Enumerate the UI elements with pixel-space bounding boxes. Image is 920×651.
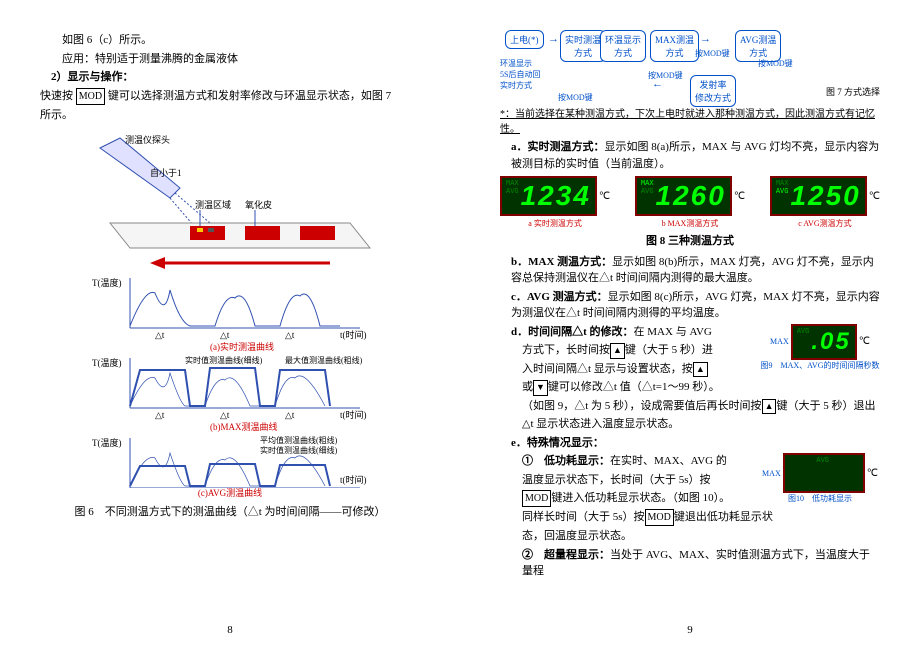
fig6-caption: 图 6 不同测温方式下的测温曲线（△t 为时间间隔——可修改）	[40, 504, 420, 521]
svg-text:△t: △t	[285, 330, 295, 340]
page-number: 9	[687, 624, 693, 636]
item-b: b．MAX 测温方式：显示如图 8(b)所示，MAX 灯亮，AVG 灯不亮，显示…	[511, 254, 880, 287]
figure-9: MAX AVG.05 ℃ 图9 MAX、AVG的时间间隔秒数	[760, 324, 880, 371]
item-e: e．特殊情况显示：	[511, 435, 880, 452]
svg-text:△t: △t	[220, 410, 230, 420]
svg-text:实时值测温曲线(细线): 实时值测温曲线(细线)	[260, 445, 338, 455]
svg-text:t(时间): t(时间)	[340, 329, 367, 340]
text: 快速按 MOD 键可以选择测温方式和发射率修改与环温显示状态，如图 7	[40, 88, 420, 105]
svg-text:△t: △t	[155, 330, 165, 340]
text: 应用：特别适于测量沸腾的金属液体	[40, 51, 420, 68]
svg-text:t(时间): t(时间)	[340, 474, 367, 485]
item-e2: ② 超量程显示：当处于 AVG、MAX、实时值测温方式下，当温度大于量程	[522, 547, 880, 580]
mod-key-label: MOD	[76, 88, 105, 105]
figure-8-lcds: MAXAVG1234 ℃ a 实时测温方式 MAXAVG1260 ℃ b MAX…	[500, 176, 880, 229]
item-c: c．AVG 测温方式：显示如图 8(c)所示，AVG 灯亮，MAX 灯不亮，显示…	[511, 289, 880, 322]
note-star: *：当前选择在某种测温方式，下次上电时就进入那种测温方式，因此测温方式有记忆性。	[500, 107, 880, 137]
svg-text:T(温度): T(温度)	[92, 277, 122, 288]
svg-text:测温仪探头: 测温仪探头	[125, 134, 170, 145]
svg-text:最大值测温曲线(粗线): 最大值测温曲线(粗线)	[285, 355, 363, 365]
page-right: 上电(*) → 实时测温 方式 → 按MOD键 MAX测温 方式 → 按MOD键…	[460, 0, 920, 651]
svg-text:自小于1: 自小于1	[150, 167, 182, 178]
figure-6-diagram: 测温仪探头 自小于1 测温区域 氧化皮	[70, 128, 390, 499]
svg-text:△t: △t	[220, 330, 230, 340]
svg-text:△t: △t	[155, 410, 165, 420]
svg-text:T(温度): T(温度)	[92, 437, 122, 448]
svg-text:测温区域: 测温区域	[195, 199, 231, 210]
svg-text:平均值测温曲线(粗线): 平均值测温曲线(粗线)	[260, 435, 338, 445]
page-number: 8	[227, 624, 233, 636]
svg-text:T(温度): T(温度)	[92, 357, 122, 368]
page-left: 如图 6（c）所示。 应用：特别适于测量沸腾的金属液体 2）显示与操作： 快速按…	[0, 0, 460, 651]
svg-text:氧化皮: 氧化皮	[245, 199, 272, 210]
item-a: a．实时测温方式：显示如图 8(a)所示，MAX 与 AVG 灯均不亮，显示内容…	[511, 139, 880, 172]
text: 所示。	[40, 107, 420, 124]
section-heading: 2）显示与操作：	[40, 69, 420, 86]
fig8-caption: 图 8 三种测温方式	[500, 233, 880, 250]
text: 如图 6（c）所示。	[40, 32, 420, 49]
fig6-svg: 测温仪探头 自小于1 测温区域 氧化皮	[70, 128, 390, 488]
svg-text:(b)MAX测温曲线: (b)MAX测温曲线	[210, 421, 278, 432]
svg-text:△t: △t	[285, 410, 295, 420]
figure-7-flowchart: 上电(*) → 实时测温 方式 → 按MOD键 MAX测温 方式 → 按MOD键…	[500, 30, 880, 105]
figure-10: MAX AVG ℃ 图10 低功耗显示	[760, 453, 880, 504]
svg-text:t(时间): t(时间)	[340, 409, 367, 420]
svg-text:实时值测温曲线(细线): 实时值测温曲线(细线)	[185, 355, 263, 365]
svg-text:(a)实时测温曲线: (a)实时测温曲线	[210, 341, 274, 352]
